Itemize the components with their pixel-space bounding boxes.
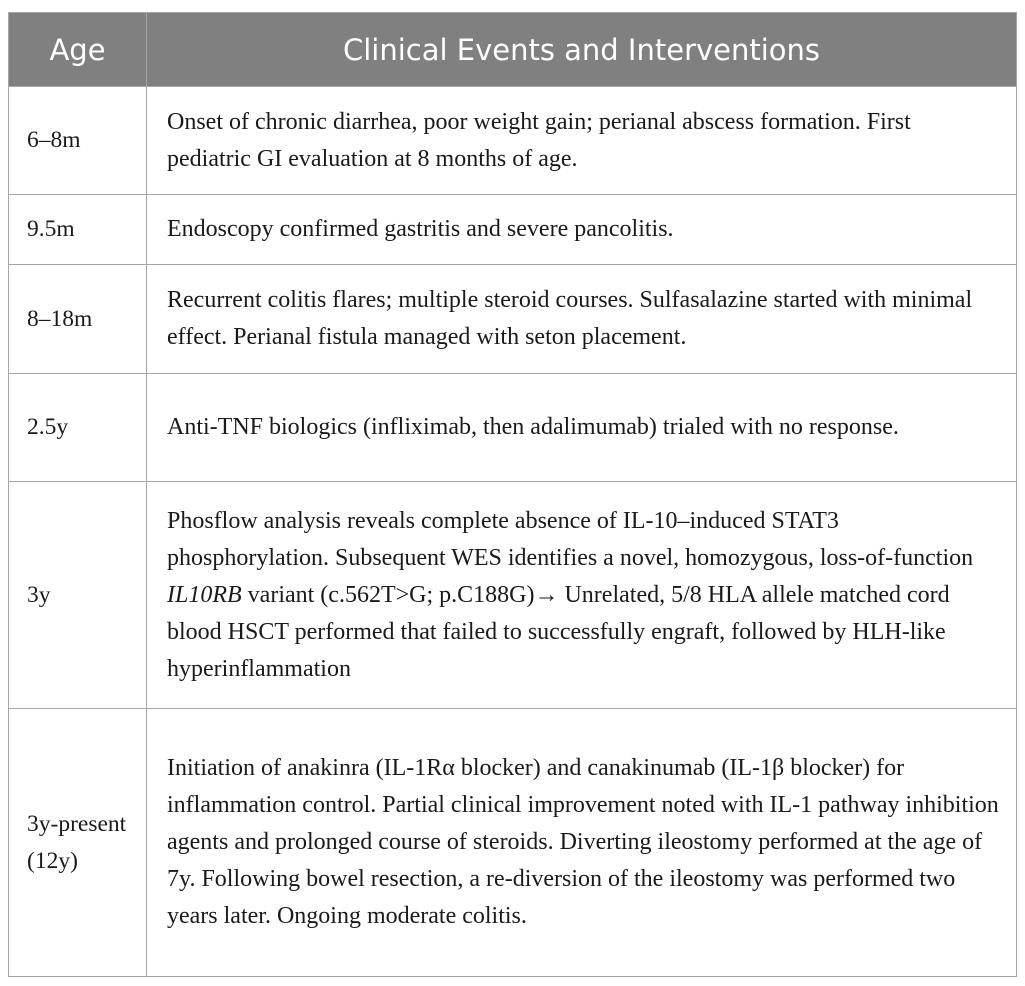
text-run: Phosflow analysis reveals complete absen…	[167, 507, 974, 571]
age-cell: 3y-present (12y)	[8, 708, 147, 977]
table-row: 2.5y Anti-TNF biologics (infliximab, then…	[8, 373, 1017, 482]
table-header: Age Clinical Events and Interventions	[8, 12, 1017, 87]
timeline-table: Age Clinical Events and Interventions 6–8…	[8, 12, 1017, 977]
age-cell: 3y	[8, 481, 147, 709]
column-header: Age	[8, 12, 147, 87]
event-cell: Anti-TNF biologics (infliximab, then ada…	[146, 373, 1017, 482]
table-row: 9.5m Endoscopy confirmed gastritis and se…	[8, 194, 1017, 265]
age-cell: 8–18m	[8, 264, 147, 374]
event-cell: Phosflow analysis reveals complete absen…	[146, 481, 1017, 709]
header-row: Age Clinical Events and Interventions	[8, 12, 1017, 87]
age-cell: 9.5m	[8, 194, 147, 265]
table-row: 6–8m Onset of chronic diarrhea, poor weig…	[8, 86, 1017, 195]
gene-name: IL10RB	[167, 581, 242, 608]
age-cell: 2.5y	[8, 373, 147, 482]
event-cell: Endoscopy confirmed gastritis and severe…	[146, 194, 1017, 265]
table-row: 3y Phosflow analysis reveals complete abs…	[8, 481, 1017, 709]
table-row: 8–18m Recurrent colitis flares; multiple …	[8, 264, 1017, 374]
table-row: 3y-present (12y) Initiation of anakinra (…	[8, 708, 1017, 977]
table-body: 6–8m Onset of chronic diarrhea, poor weig…	[8, 86, 1017, 977]
column-header: Clinical Events and Interventions	[146, 12, 1017, 87]
text-run: variant (c.562T>G; p.C188G)→ Unrelated, …	[167, 581, 950, 682]
event-cell: Initiation of anakinra (IL-1Rα blocker) …	[146, 708, 1017, 977]
event-cell: Recurrent colitis flares; multiple stero…	[146, 264, 1017, 374]
age-cell: 6–8m	[8, 86, 147, 195]
event-cell: Onset of chronic diarrhea, poor weight g…	[146, 86, 1017, 195]
